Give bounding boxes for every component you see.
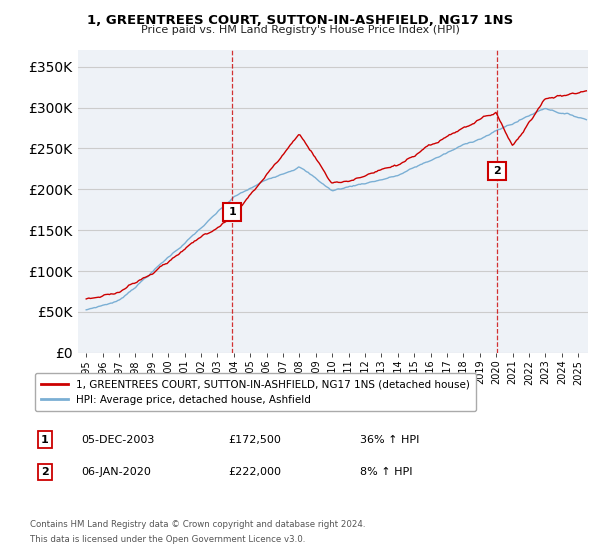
Text: 36% ↑ HPI: 36% ↑ HPI bbox=[360, 435, 419, 445]
Text: 1, GREENTREES COURT, SUTTON-IN-ASHFIELD, NG17 1NS: 1, GREENTREES COURT, SUTTON-IN-ASHFIELD,… bbox=[87, 14, 513, 27]
Text: Contains HM Land Registry data © Crown copyright and database right 2024.: Contains HM Land Registry data © Crown c… bbox=[30, 520, 365, 529]
Text: Price paid vs. HM Land Registry's House Price Index (HPI): Price paid vs. HM Land Registry's House … bbox=[140, 25, 460, 35]
Text: £222,000: £222,000 bbox=[228, 467, 281, 477]
Text: 2: 2 bbox=[493, 166, 500, 176]
Text: 06-JAN-2020: 06-JAN-2020 bbox=[81, 467, 151, 477]
Text: 2: 2 bbox=[41, 467, 49, 477]
Text: 05-DEC-2003: 05-DEC-2003 bbox=[81, 435, 154, 445]
Text: This data is licensed under the Open Government Licence v3.0.: This data is licensed under the Open Gov… bbox=[30, 535, 305, 544]
Text: 8% ↑ HPI: 8% ↑ HPI bbox=[360, 467, 413, 477]
Text: 1: 1 bbox=[229, 207, 236, 217]
Text: 1: 1 bbox=[41, 435, 49, 445]
Text: £172,500: £172,500 bbox=[228, 435, 281, 445]
Legend: 1, GREENTREES COURT, SUTTON-IN-ASHFIELD, NG17 1NS (detached house), HPI: Average: 1, GREENTREES COURT, SUTTON-IN-ASHFIELD,… bbox=[35, 373, 476, 411]
